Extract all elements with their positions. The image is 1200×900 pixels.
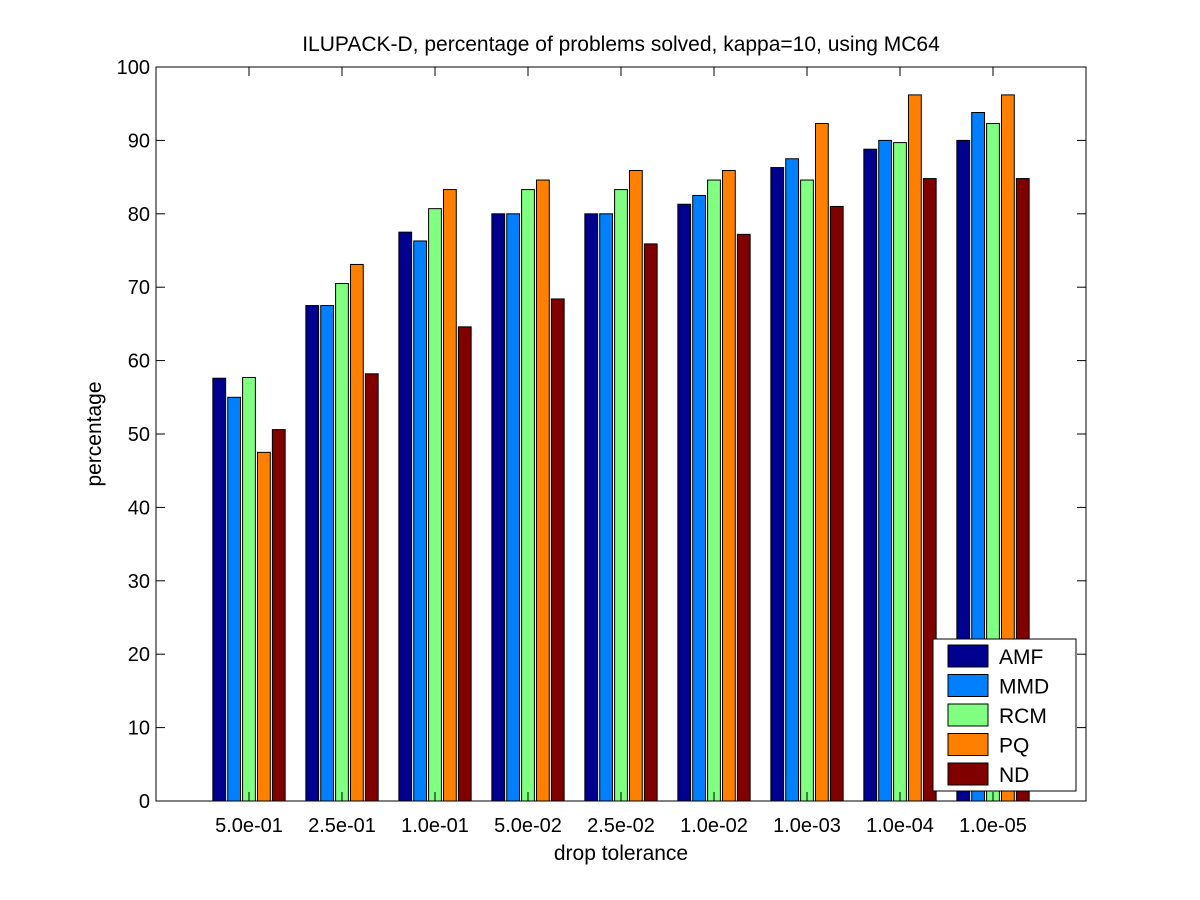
bar-mmd-1.0e-03 <box>785 158 800 802</box>
bar-pq-1.0e-05 <box>1000 94 1015 802</box>
y-tick-label: 50 <box>128 424 150 446</box>
bar-mmd-5.0e-02 <box>506 213 521 802</box>
bar-pq-2.5e-02 <box>628 169 643 802</box>
bar-amf-2.5e-02 <box>584 213 599 802</box>
bar-amf-1.0e-04 <box>863 148 878 802</box>
x-tick-label: 5.0e-02 <box>494 815 562 837</box>
legend-label-amf: AMF <box>999 646 1043 669</box>
bar-rcm-5.0e-01 <box>242 376 256 802</box>
bar-pq-1.0e-01 <box>442 189 457 802</box>
x-tick-label: 1.0e-04 <box>866 815 934 837</box>
bar-rcm-5.0e-02 <box>521 189 535 802</box>
x-tick-label: 1.0e-03 <box>773 815 841 837</box>
bar-nd-5.0e-01 <box>271 429 286 802</box>
bar-nd-2.5e-02 <box>643 243 658 802</box>
bar-nd-2.5e-01 <box>364 373 379 802</box>
bar-nd-5.0e-02 <box>550 298 565 802</box>
y-tick-label: 30 <box>128 571 150 593</box>
y-tick-label: 60 <box>128 351 150 373</box>
x-tick-label: 5.0e-01 <box>215 815 283 837</box>
x-axis-label: drop tolerance <box>554 842 688 865</box>
y-tick-label: 90 <box>128 130 150 152</box>
bar-rcm-1.0e-03 <box>800 179 814 802</box>
bar-pq-1.0e-02 <box>721 169 736 802</box>
bar-amf-1.0e-02 <box>677 203 692 802</box>
y-tick-label: 20 <box>128 644 150 666</box>
bar-mmd-1.0e-01 <box>413 240 428 802</box>
bar-pq-5.0e-02 <box>535 179 550 802</box>
y-tick-label: 100 <box>117 57 150 79</box>
y-axis-label: percentage <box>83 381 106 486</box>
bar-amf-1.0e-01 <box>398 231 413 802</box>
legend-swatch-rcm <box>947 703 989 727</box>
legend-label-rcm: RCM <box>999 705 1047 728</box>
legend-swatch-mmd <box>947 674 989 697</box>
y-tick-label: 0 <box>139 791 150 813</box>
legend-swatch-amf <box>947 644 989 668</box>
y-tick-label: 70 <box>128 277 150 299</box>
legend-swatch-pq <box>947 733 989 756</box>
bar-mmd-5.0e-01 <box>227 396 242 802</box>
bar-nd-1.0e-02 <box>736 233 751 802</box>
x-tick-label: 1.0e-02 <box>680 815 748 837</box>
bar-mmd-1.0e-02 <box>692 194 707 802</box>
bar-rcm-2.5e-02 <box>614 189 628 802</box>
bar-rcm-1.0e-04 <box>893 142 907 802</box>
bar-amf-5.0e-01 <box>212 377 227 802</box>
bar-pq-1.0e-03 <box>814 123 829 802</box>
bar-mmd-2.5e-01 <box>320 305 335 802</box>
x-tick-label: 1.0e-01 <box>401 815 469 837</box>
bar-mmd-2.5e-02 <box>599 213 614 802</box>
bar-pq-2.5e-01 <box>349 263 364 802</box>
bar-rcm-1.0e-01 <box>428 208 442 802</box>
x-tick-label: 2.5e-01 <box>308 815 376 837</box>
y-tick-label: 80 <box>128 204 150 226</box>
legend-label-nd: ND <box>999 764 1029 787</box>
y-tick-label: 40 <box>128 497 150 519</box>
bar-mmd-1.0e-04 <box>878 139 893 802</box>
legend: AMF MMD RCM PQ ND <box>932 638 1077 792</box>
x-tick-label: 1.0e-05 <box>959 815 1027 837</box>
y-tick-label: 10 <box>128 718 150 740</box>
legend-label-pq: PQ <box>999 735 1029 758</box>
bar-nd-1.0e-03 <box>829 205 844 802</box>
ticks-layer: 0 10 20 30 40 50 60 70 80 90 100 5.0e-01 2.5e-01 1.0e… <box>117 57 1086 837</box>
bar-nd-1.0e-01 <box>457 326 472 802</box>
legend-swatch-nd <box>947 762 989 786</box>
x-tick-label: 2.5e-02 <box>587 815 655 837</box>
legend-label-mmd: MMD <box>999 676 1049 699</box>
chart-title: ILUPACK-D, percentage of problems solved… <box>302 33 940 56</box>
bar-amf-1.0e-05 <box>956 139 971 802</box>
bar-pq-1.0e-04 <box>907 94 922 802</box>
bar-rcm-1.0e-02 <box>707 179 721 802</box>
bar-amf-5.0e-02 <box>491 213 506 802</box>
bar-pq-5.0e-01 <box>256 451 271 802</box>
bar-amf-1.0e-03 <box>770 167 785 802</box>
bar-rcm-2.5e-01 <box>335 283 349 802</box>
bar-amf-2.5e-01 <box>305 305 320 802</box>
bar-mmd-1.0e-05 <box>971 112 986 802</box>
